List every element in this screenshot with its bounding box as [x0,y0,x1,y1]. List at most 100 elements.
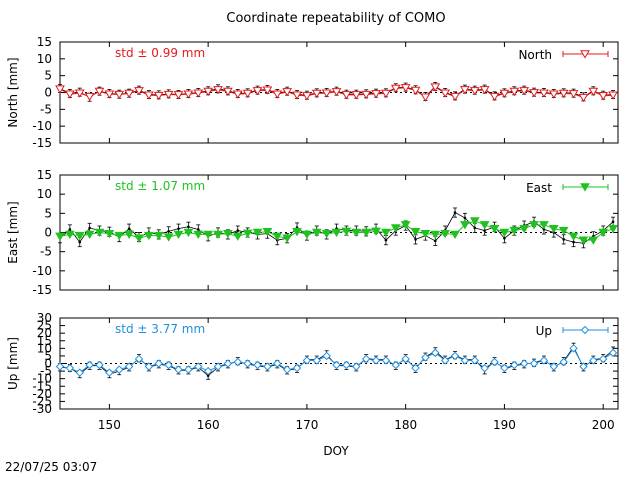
data-point [272,90,283,99]
data-point [282,234,293,243]
x-axis-labels: 150 160 170 180 190 200 [98,418,615,432]
data-point [144,362,154,371]
data-point [361,90,372,100]
legend-marker [580,325,590,335]
data-point [499,89,510,99]
data-point [519,359,529,368]
data-point [134,354,144,364]
y-tick-label: -10 [32,119,52,133]
data-point [480,363,489,373]
raw-data-point [453,211,457,214]
data-point [400,221,411,230]
y-tick-label: 0 [44,226,52,240]
data-point [95,360,104,370]
raw-data-point [78,240,82,244]
data-point [608,224,618,234]
y-tick-label: 5 [44,349,52,363]
y-tick-label: 10 [37,341,52,355]
data-point [390,84,401,94]
y-tick-label: -5 [40,245,52,259]
data-point [539,89,549,98]
data-point [75,368,84,377]
data-point [450,230,460,240]
y-tick-label: 10 [37,187,52,201]
data-point [213,86,223,95]
data-point [154,359,163,368]
data-point [213,230,223,240]
data-point [232,90,243,99]
data-point [589,356,598,365]
data-point [85,360,94,370]
data-point [105,368,114,377]
y-tick-label: 10 [37,52,52,66]
data-point [578,236,589,245]
data-point [440,356,450,365]
data-point [559,357,568,367]
raw-data-point [127,227,131,230]
data-point [509,226,520,236]
data-point [510,360,519,370]
data-point [242,89,253,99]
data-point [548,90,559,99]
data-point [164,360,173,370]
data-point [500,363,509,373]
y-tick-label: -15 [32,283,52,297]
data-point [351,91,362,100]
y-axis-title: Up [mm] [6,337,20,390]
data-point [450,351,460,361]
y-tick-label: 25 [37,319,52,333]
data-point [479,221,490,230]
data-point [341,227,352,236]
data-point [124,362,134,371]
x-tick-label: 180 [394,418,417,432]
data-point [114,90,125,100]
raw-data-point [463,216,467,220]
data-point [568,232,579,241]
y-axis-title: North [mm] [6,57,20,127]
timestamp: 22/07/25 03:07 [5,460,98,474]
y-tick-label: -30 [32,402,52,416]
data-point [371,227,381,236]
data-point [430,83,441,92]
raw-data-point [206,374,210,377]
data-point [410,86,421,96]
y-tick-label: -25 [32,394,52,408]
y-tick-label: 0 [44,86,52,100]
data-point [549,362,559,371]
data-point [352,362,361,371]
data-point [94,228,105,238]
panel-east: -15 -10 -5 0 5 10 15 East [mm] std ± 1.07 mm East [6,168,619,297]
data-point [282,365,292,374]
std-label: std ± 3.77 mm [115,322,205,336]
data-point [381,356,391,365]
x-tick-label: 160 [197,418,220,432]
y-tick-label: 5 [44,206,52,220]
data-point [153,91,164,101]
legend-marker [580,183,590,192]
data-point [74,231,85,241]
raw-data-point [611,220,615,224]
data-point [489,224,500,234]
data-point [173,230,184,240]
data-point [183,90,194,99]
data-point [371,356,381,365]
data-point [55,362,65,371]
data-point [243,359,252,368]
data-point [213,362,223,371]
data-point [579,362,588,371]
data-point [421,353,430,362]
data-point [430,230,441,240]
data-point [65,363,75,373]
data-point [292,363,302,373]
data-point [311,89,322,99]
data-point [569,344,578,353]
y-tick-label: 15 [37,35,52,49]
raw-data-point [196,228,200,231]
legend-label: East [526,181,552,195]
data-point [361,228,372,238]
raw-data-point [88,226,91,230]
raw-data-point [236,229,240,232]
chart-title: Coordinate repeatability of COMO [226,11,445,26]
data-point [470,356,480,365]
